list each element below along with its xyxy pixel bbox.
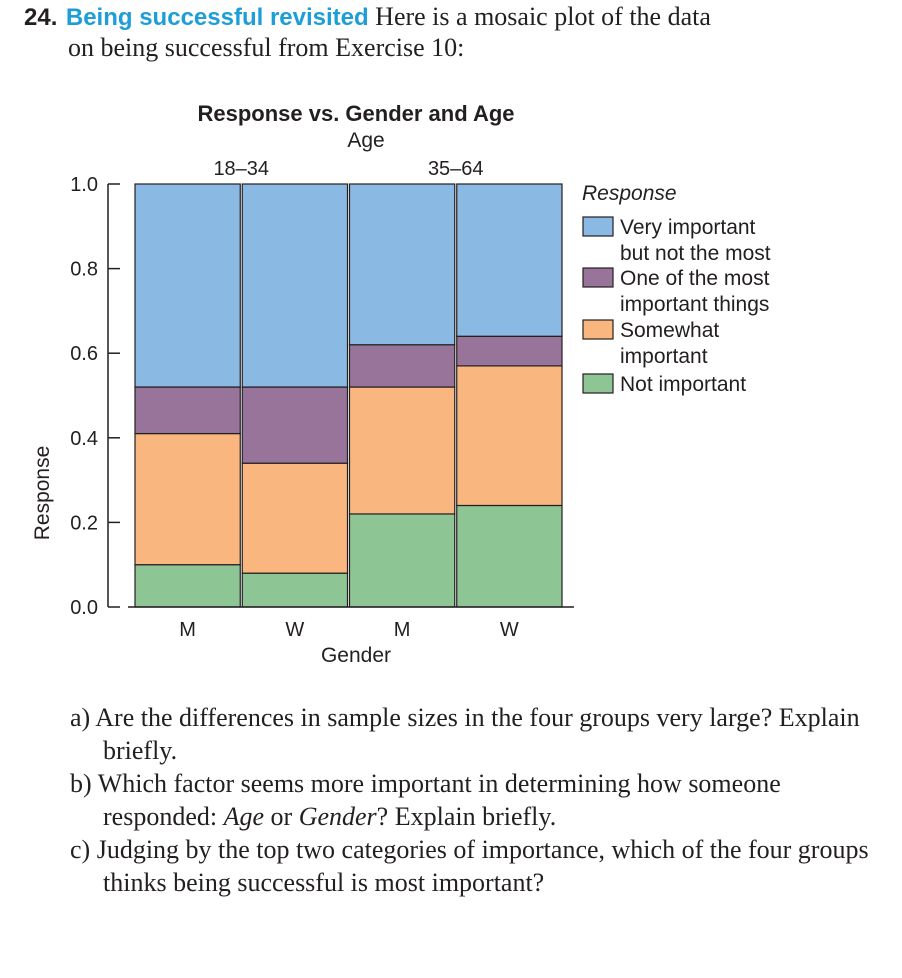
legend-swatch [582, 267, 614, 288]
mosaic-tile-not_important [241, 572, 349, 608]
legend: Response Very important but not the mostOn… [582, 182, 771, 396]
exercise-number: 24. [24, 4, 58, 31]
legend-title: Response [582, 182, 677, 205]
question-list: a) Are the differences in sample sizes i… [70, 701, 870, 899]
exercise-title: Being successful revisited [65, 4, 369, 31]
mosaic-plot: Response vs. Gender and Age Age 18–34 35–… [31, 101, 771, 667]
y-tick-label: 0.4 [70, 428, 98, 450]
x-tick-label: W [285, 619, 304, 641]
legend-label: but not the most [620, 242, 771, 265]
mosaic-tile-somewhat_important [348, 386, 456, 515]
mosaic-tile-very_important [456, 183, 563, 337]
mosaic-tile-very_important [348, 183, 456, 346]
question-letter: c) [70, 835, 91, 864]
x-tick-label: W [500, 619, 519, 641]
exercise-header: 24. Being successful revisited Here is a… [24, 2, 884, 63]
y-tick-label: 1.0 [70, 174, 98, 196]
exercise-intro-line2: on being successful from Exercise 10: [68, 33, 465, 62]
legend-label: Somewhat [620, 319, 719, 342]
age-group-label: 35–64 [428, 158, 484, 180]
legend-label: One of the most [620, 267, 770, 290]
mosaic-tile-somewhat_important [241, 462, 349, 574]
question-item: b) Which factor seems more important in … [70, 767, 870, 833]
mosaic-tile-not_important [134, 564, 241, 608]
question-text: or [264, 802, 299, 831]
mosaic-tile-one_of_most [456, 335, 563, 367]
age-group-label: 18–34 [213, 158, 269, 180]
question-text: ? Explain briefly. [376, 802, 557, 831]
legend-swatch [582, 319, 614, 340]
y-axis-label: Response [31, 446, 54, 541]
y-axis: 0.0 0.2 0.4 0.6 0.8 1.0 [70, 174, 120, 619]
mosaic-tile-one_of_most [134, 386, 241, 435]
legend-label: Very important [620, 216, 756, 239]
legend-label: important things [620, 293, 769, 316]
question-text: Gender [298, 802, 377, 831]
legend-label: important [620, 345, 708, 368]
y-tick-label: 0.0 [70, 597, 98, 619]
chart-title: Response vs. Gender and Age [197, 101, 514, 126]
legend-swatch [582, 373, 614, 394]
top-axis-label: Age [347, 129, 384, 152]
question-text: Which factor seems more important in det… [91, 769, 781, 831]
x-tick-label: M [394, 619, 411, 641]
y-tick-label: 0.6 [70, 343, 98, 365]
legend-swatch [582, 216, 614, 237]
x-axis-label: Gender [321, 644, 391, 667]
mosaic-tile-one_of_most [348, 344, 456, 388]
y-tick-label: 0.8 [70, 259, 98, 281]
age-group-labels: 18–34 35–64 [213, 158, 483, 180]
mosaic-tile-not_important [348, 513, 456, 608]
mosaic-tile-somewhat_important [134, 432, 241, 566]
mosaic-tile-not_important [456, 504, 563, 608]
mosaic-tile-one_of_most [241, 386, 349, 464]
question-letter: a) [70, 703, 91, 732]
question-text: Are the differences in sample sizes in t… [90, 703, 860, 765]
question-item: c) Judging by the top two categories of … [70, 833, 870, 899]
question-letter: b) [70, 769, 92, 798]
legend-label: Not important [620, 373, 746, 396]
question-item: a) Are the differences in sample sizes i… [70, 701, 870, 767]
mosaic-tile-very_important [241, 183, 349, 388]
x-tick-label: M [179, 619, 196, 641]
mosaic-tile-somewhat_important [456, 365, 563, 507]
mosaic-tiles [128, 183, 574, 608]
exercise-intro-line1: Here is a mosaic plot of the data [375, 2, 711, 31]
question-text: Judging by the top two categories of imp… [90, 835, 869, 897]
question-text: Age [223, 802, 265, 831]
y-tick-label: 0.2 [70, 512, 98, 534]
mosaic-tile-very_important [134, 183, 241, 388]
